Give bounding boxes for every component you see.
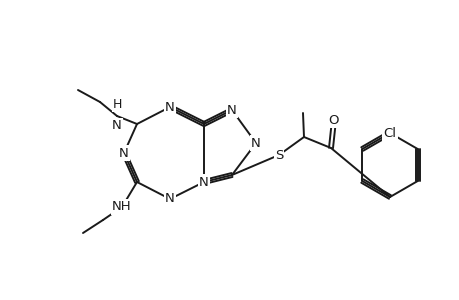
Text: NH: NH bbox=[112, 200, 132, 214]
Text: N: N bbox=[227, 103, 236, 116]
Text: N: N bbox=[199, 176, 208, 188]
Text: H: H bbox=[112, 98, 122, 111]
Text: N: N bbox=[165, 193, 174, 206]
Text: O: O bbox=[328, 113, 339, 127]
Text: Cl: Cl bbox=[383, 127, 396, 140]
Text: N: N bbox=[251, 136, 260, 149]
Text: N: N bbox=[119, 146, 129, 160]
Text: N: N bbox=[112, 119, 122, 132]
Text: S: S bbox=[274, 148, 283, 161]
Text: N: N bbox=[165, 100, 174, 113]
